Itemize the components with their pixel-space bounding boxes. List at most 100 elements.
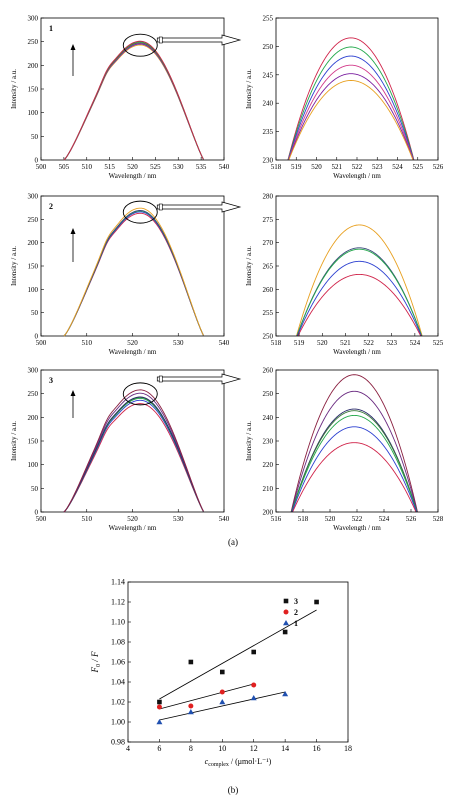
y-tick-label: 250 <box>28 38 39 46</box>
x-tick-label: 530 <box>173 163 184 171</box>
x-tick-label: 524 <box>379 515 390 523</box>
data-point-square <box>188 659 194 665</box>
y-tick-label: 0.98 <box>111 738 125 747</box>
x-tick-label: 519 <box>291 163 302 171</box>
zoom-spectrum-line <box>291 414 418 512</box>
spectrum-line <box>63 392 204 513</box>
y-axis-label: Intensity / a.u. <box>245 421 253 461</box>
panel-2-zoom-spectrum: 518 519 520 521 522 523 524 525 250 255 260 265 270 2… <box>245 193 444 357</box>
y-tick-label: 250 <box>263 43 274 51</box>
peak-circle <box>122 33 158 57</box>
x-tick-label: 18 <box>344 744 352 753</box>
x-tick-label: 500 <box>36 163 47 171</box>
x-axis-label: Wavelength / nm <box>333 172 381 180</box>
plot-frame <box>127 581 349 743</box>
peak-circle <box>122 382 158 406</box>
zoom-connector-arrow <box>156 201 242 213</box>
y-tick-label: 220 <box>263 461 274 469</box>
y-axis-label-tail: / F <box>90 651 100 664</box>
x-tick-label: 525 <box>433 339 444 347</box>
plot-frame <box>40 195 225 337</box>
fit-line <box>159 691 286 721</box>
zoom-spectrum-line <box>287 46 415 160</box>
spectrum-line <box>63 210 204 337</box>
y-tick-label: 1.08 <box>111 638 125 647</box>
y-tick-label: 50 <box>31 309 39 317</box>
x-tick-label: 16 <box>313 744 321 753</box>
legend-marker <box>283 598 289 604</box>
x-tick-label: 522 <box>352 515 363 523</box>
x-tick-label: 530 <box>173 339 184 347</box>
data-point-square <box>314 599 319 605</box>
zoom-spectrum-line <box>287 64 414 160</box>
y-tick-label: 50 <box>31 133 39 141</box>
y-tick-label: 1.14 <box>111 578 125 587</box>
panel-b-scatter: 4 6 8 10 12 14 16 180.981.001.021.041.061.081.1… <box>90 578 352 769</box>
y-axis-label: F0 / F <box>90 651 102 674</box>
zoom-spectrum-line <box>292 442 417 512</box>
data-point-circle <box>156 704 162 710</box>
x-tick-label: 500 <box>36 515 47 523</box>
y-tick-label: 230 <box>263 438 274 446</box>
y-tick-label: 150 <box>28 438 39 446</box>
legend-marker <box>283 620 289 626</box>
y-tick-label: 255 <box>263 15 274 23</box>
x-tick-label: 524 <box>410 339 421 347</box>
panel-number: 1 <box>49 24 53 33</box>
y-tick-label: 100 <box>28 461 39 469</box>
zoom-spectrum-line <box>287 55 415 160</box>
legend-label: 2 <box>294 608 298 617</box>
y-tick-label: 1.10 <box>111 618 125 627</box>
spectrum-line <box>63 403 204 513</box>
y-tick-label: 280 <box>263 193 274 201</box>
x-tick-label: 526 <box>433 163 444 171</box>
x-tick-label: 524 <box>392 163 403 171</box>
zoom-connector-arrow <box>156 34 242 46</box>
zoom-lines <box>290 374 418 512</box>
y-axis-label: Intensity / a.u. <box>245 69 253 109</box>
zoom-lines <box>287 37 415 160</box>
zoom-spectrum-line <box>288 80 414 160</box>
x-tick-label: 515 <box>104 163 115 171</box>
y-tick-label: 260 <box>263 367 274 375</box>
x-tick-label: 525 <box>413 163 424 171</box>
x-tick-label: 516 <box>271 515 282 523</box>
x-tick-label: 518 <box>271 339 282 347</box>
zoom-spectrum-line <box>296 260 422 336</box>
x-axis-label-sub: complex <box>208 762 229 768</box>
x-tick-label: 521 <box>340 339 351 347</box>
y-tick-label: 200 <box>28 239 39 247</box>
fit-line <box>159 609 317 700</box>
x-tick-label: 521 <box>332 163 343 171</box>
spectrum-line <box>63 44 204 161</box>
series-3 <box>157 599 319 705</box>
spectrum-line <box>63 396 204 513</box>
x-tick-label: 540 <box>219 339 230 347</box>
y-tick-label: 235 <box>263 128 274 136</box>
y-tick-label: 255 <box>263 309 274 317</box>
x-tick-label: 522 <box>352 163 363 171</box>
x-tick-label: 14 <box>281 744 289 753</box>
legend-label: 1 <box>294 619 298 628</box>
y-tick-label: 245 <box>263 71 274 79</box>
x-axis-label: Wavelength / nm <box>109 524 157 532</box>
peak-circle <box>122 200 158 224</box>
y-tick-label: 200 <box>263 509 274 517</box>
y-tick-label: 1.02 <box>111 698 125 707</box>
y-tick-label: 1.06 <box>111 658 125 667</box>
y-tick-label: 200 <box>28 62 39 70</box>
data-point-circle <box>188 703 194 709</box>
y-tick-label: 0 <box>35 333 39 341</box>
spectrum-line <box>63 43 204 161</box>
trend-arrow-head <box>70 44 76 50</box>
y-tick-label: 150 <box>28 86 39 94</box>
zoom-connector-tab <box>158 203 163 211</box>
zoom-spectrum-line <box>290 374 418 512</box>
y-tick-label: 0 <box>35 157 39 165</box>
zoom-connector-tab <box>158 36 163 44</box>
data-point-square <box>157 699 162 705</box>
x-tick-label: 8 <box>189 744 193 753</box>
data-point-triangle <box>219 699 226 705</box>
x-axis-label-unit: / (μmol·L⁻¹) <box>229 757 272 766</box>
y-tick-label: 1.04 <box>111 678 125 687</box>
